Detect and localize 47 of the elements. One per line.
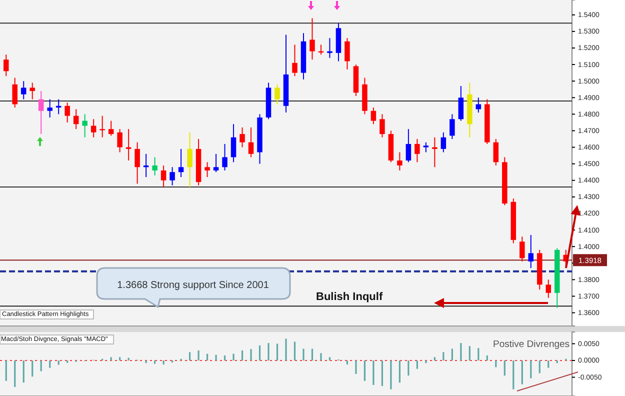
candlestick (248, 126, 254, 158)
candlestick (4, 54, 9, 77)
candlestick (370, 107, 376, 125)
candlestick (546, 279, 552, 298)
candlestick (274, 84, 280, 105)
candlestick (204, 162, 210, 178)
candlestick (432, 136, 438, 168)
candlestick (222, 143, 228, 171)
candlestick (170, 166, 175, 186)
candlestick (90, 118, 96, 138)
candlestick (100, 115, 105, 138)
candlestick (406, 128, 412, 163)
candlestick (344, 38, 350, 70)
candlestick (117, 128, 122, 153)
candlestick (73, 108, 79, 130)
candlestick (423, 142, 429, 153)
candlestick (380, 114, 385, 138)
candlestick (528, 234, 534, 269)
candlestick (520, 236, 525, 262)
annotation: Bulish Inqulf (316, 291, 383, 303)
candlestick (12, 77, 18, 108)
candlestick (310, 18, 315, 60)
candlestick (292, 44, 298, 77)
candlestick (397, 152, 402, 171)
candlestick (108, 120, 114, 136)
candlestick (64, 102, 70, 123)
annotation: Postive Divrenges (493, 339, 570, 350)
candlestick (38, 90, 44, 135)
candlestick (440, 132, 446, 153)
candlestick (414, 138, 420, 163)
candlestick (240, 126, 245, 148)
candlestick (458, 86, 464, 122)
candlestick (30, 82, 35, 100)
candlestick (493, 138, 499, 166)
candlestick (187, 132, 192, 188)
candlestick (152, 156, 158, 176)
candlestick (178, 148, 184, 178)
annotation: 1.3668 Strong support Since 2001 (117, 280, 270, 291)
candlestick (213, 153, 219, 173)
candlestick (47, 98, 52, 118)
candlestick (20, 80, 26, 100)
candlestick (450, 114, 455, 140)
candlestick (327, 38, 332, 58)
candlestick (82, 114, 88, 138)
candlestick (230, 124, 236, 163)
candlestick (160, 164, 166, 188)
candlestick (134, 142, 140, 184)
